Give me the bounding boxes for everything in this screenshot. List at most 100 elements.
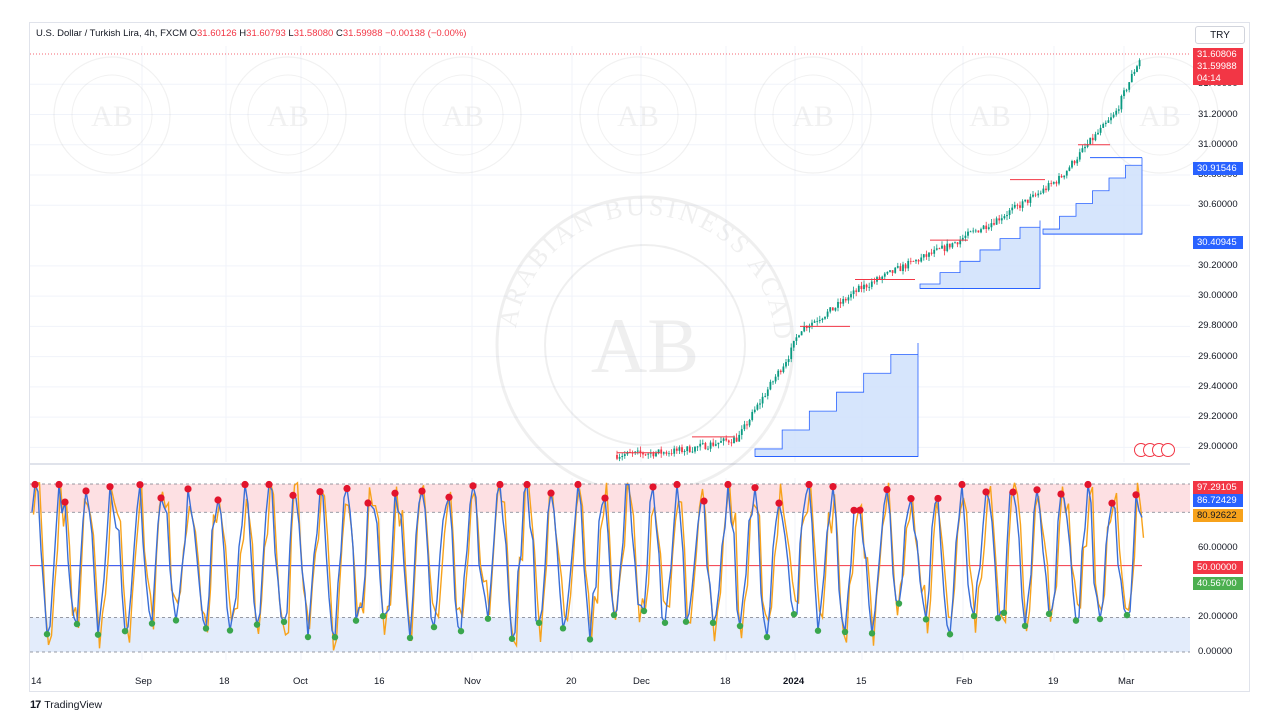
- price-tick-label: 29.80000: [1198, 320, 1238, 332]
- candle-body: [621, 455, 624, 458]
- candle-body: [868, 286, 871, 288]
- candle-body: [670, 453, 673, 455]
- candle-body: [1034, 194, 1037, 196]
- trough-marker: [535, 619, 543, 627]
- candle-body: [915, 259, 917, 262]
- time-tick-label: Feb: [956, 676, 973, 687]
- trough-marker: [709, 619, 717, 627]
- candle-body: [701, 443, 704, 444]
- candle-body: [993, 223, 995, 225]
- candle-body: [930, 252, 933, 254]
- price-tick-label: 29.40000: [1198, 380, 1238, 392]
- candle-body: [616, 454, 618, 459]
- candle-body: [1104, 122, 1107, 124]
- high-key: H: [239, 28, 247, 39]
- candle-body: [743, 424, 746, 430]
- candle-body: [704, 443, 707, 450]
- watermark-seal: [247, 74, 329, 156]
- candle-body: [756, 404, 759, 410]
- trough-marker: [841, 628, 849, 636]
- candle-body: [683, 451, 686, 453]
- candle-body: [1037, 193, 1040, 196]
- watermark-letters: AB: [91, 100, 133, 133]
- watermark-seal: [1101, 56, 1219, 174]
- currency-button[interactable]: TRY: [1195, 26, 1245, 44]
- candle-body: [1112, 114, 1115, 118]
- trough-marker: [121, 627, 129, 635]
- trough-marker: [331, 634, 339, 641]
- candle-body: [1128, 82, 1131, 90]
- candle-body: [722, 438, 725, 442]
- candle-body: [1026, 199, 1029, 203]
- candle-body: [907, 260, 910, 269]
- candle-body: [696, 446, 699, 448]
- event-flags[interactable]: [1134, 443, 1175, 457]
- candlesticks: [616, 58, 1141, 462]
- candle-body: [790, 347, 793, 360]
- oversold-band: [30, 617, 1190, 652]
- trough-marker: [814, 627, 822, 634]
- peak-marker: [214, 496, 222, 504]
- candle-body: [639, 450, 642, 454]
- chart-frame: [29, 22, 1250, 692]
- candle-body: [751, 411, 754, 420]
- candle-body: [668, 453, 670, 455]
- candle-body: [896, 266, 899, 268]
- symbol-legend[interactable]: U.S. Dollar / Turkish Lira, 4h, FXCM O31…: [36, 28, 466, 39]
- watermark-arc-text: ARABIAN BUSINESS ACADEMY: [0, 0, 798, 343]
- tradingview-brand[interactable]: 17 TradingView: [30, 699, 102, 711]
- peak-marker: [805, 480, 813, 489]
- peak-marker: [574, 480, 582, 489]
- peak-marker: [1084, 480, 1092, 489]
- time-tick-label: Oct: [293, 676, 308, 687]
- trough-marker: [406, 634, 414, 642]
- trough-marker: [661, 619, 669, 626]
- candle-body: [928, 252, 930, 257]
- candle-body: [634, 451, 637, 453]
- open-key: O: [189, 28, 198, 39]
- candle-body: [883, 273, 886, 277]
- peak-marker: [445, 493, 453, 501]
- high-price-tag: 31.60806: [1193, 48, 1243, 61]
- candle-body: [764, 395, 767, 397]
- trough-marker: [922, 616, 930, 623]
- osc-tick-label: 60.00000: [1198, 542, 1238, 554]
- candle-body: [1019, 205, 1021, 208]
- watermark-seal: [1119, 74, 1201, 156]
- candle-body: [1117, 109, 1120, 111]
- candle-body: [865, 284, 868, 288]
- zone-area: [919, 220, 1041, 289]
- peak-marker: [601, 494, 609, 502]
- candle-body: [1039, 192, 1042, 194]
- trough-marker: [43, 630, 51, 638]
- candle-body: [1008, 210, 1011, 216]
- candle-body: [941, 245, 943, 249]
- tradingview-logo-icon: 17: [30, 699, 41, 711]
- trough-marker: [868, 630, 876, 637]
- candle-body: [925, 254, 928, 257]
- trough-marker: [994, 614, 1002, 622]
- watermark-seal: [772, 74, 854, 156]
- candle-body: [912, 261, 915, 262]
- high-value: 31.60793: [246, 28, 286, 39]
- candle-body: [1063, 175, 1066, 178]
- candle-body: [920, 257, 923, 262]
- candle-body: [935, 248, 938, 250]
- time-tick-label: Nov: [464, 676, 481, 687]
- candle-body: [987, 227, 990, 230]
- osc-orange-tag: 80.92622: [1193, 509, 1243, 522]
- candle-body: [961, 237, 964, 240]
- candle-body: [1120, 96, 1123, 110]
- price-tick-label: 30.00000: [1198, 290, 1238, 302]
- peak-marker: [547, 489, 555, 497]
- peak-marker: [391, 489, 399, 497]
- candle-body: [954, 242, 956, 244]
- candle-body: [769, 381, 772, 390]
- candle-body: [785, 362, 787, 367]
- candle-body: [1071, 160, 1073, 168]
- watermark-seal: [71, 74, 153, 156]
- us-flag-icon[interactable]: [1161, 443, 1175, 457]
- candle-body: [995, 218, 998, 225]
- candle-body: [972, 230, 975, 232]
